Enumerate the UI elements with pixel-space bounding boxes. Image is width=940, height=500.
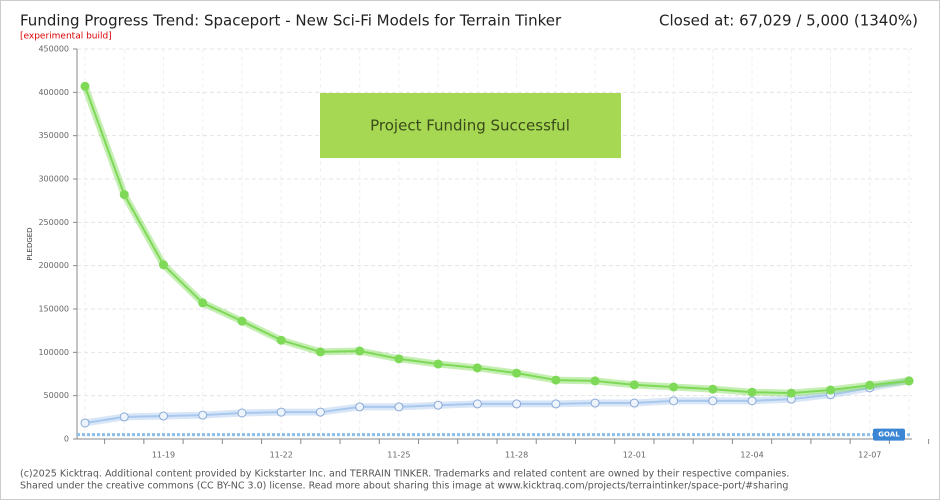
data-point — [80, 81, 90, 91]
series-line — [84, 85, 910, 395]
banner — [320, 93, 621, 158]
data-point — [394, 354, 404, 364]
data-point — [472, 363, 482, 373]
data-point — [708, 396, 718, 406]
y-tick-label: 0 — [64, 435, 69, 444]
banner-text: Project Funding Successful — [370, 117, 570, 135]
y-tick-label: 250000 — [38, 218, 69, 227]
data-point — [786, 388, 796, 398]
data-point — [315, 407, 325, 417]
data-point — [629, 380, 639, 390]
x-tick-label: 11-19 — [152, 451, 175, 460]
x-tick-label: 12-01 — [623, 451, 646, 460]
goal-label: GOAL — [878, 431, 900, 439]
data-point — [433, 400, 443, 410]
footer-line: (c)2025 Kicktraq. Additional content pro… — [20, 469, 789, 480]
data-point — [669, 382, 679, 392]
data-point — [472, 399, 482, 409]
data-point — [80, 418, 90, 428]
data-point — [865, 380, 875, 390]
data-point — [355, 402, 365, 412]
data-point — [237, 316, 247, 326]
x-tick-label: 11-22 — [270, 451, 293, 460]
data-point — [198, 410, 208, 420]
data-point — [590, 398, 600, 408]
data-point — [512, 368, 522, 378]
x-tick-label: 11-28 — [505, 451, 528, 460]
data-point — [237, 408, 247, 418]
footer-line: Shared under the creative commons (CC BY… — [20, 481, 788, 492]
y-tick-label: 200000 — [38, 261, 69, 270]
data-point — [394, 402, 404, 412]
y-tick-label: 400000 — [38, 88, 69, 97]
data-point — [119, 412, 129, 422]
data-point — [826, 385, 836, 395]
data-point — [433, 359, 443, 369]
data-point — [747, 387, 757, 397]
y-tick-label: 150000 — [38, 305, 69, 314]
data-point — [158, 260, 168, 270]
data-point — [904, 376, 914, 386]
data-point — [551, 375, 561, 385]
data-point — [276, 407, 286, 417]
data-point — [747, 396, 757, 406]
y-axis-label: PLEDGED — [26, 227, 34, 260]
data-point — [276, 335, 286, 345]
data-point — [315, 347, 325, 357]
data-point — [198, 298, 208, 308]
data-point — [512, 399, 522, 409]
x-tick-label: 12-07 — [858, 451, 881, 460]
data-point — [590, 376, 600, 386]
data-point — [629, 398, 639, 408]
chart-title: Funding Progress Trend: Spaceport - New … — [20, 12, 562, 30]
y-tick-label: 350000 — [38, 131, 69, 140]
y-tick-label: 300000 — [38, 175, 69, 184]
chart-subtitle: [experimental build] — [20, 32, 112, 42]
x-tick-label: 11-25 — [387, 451, 410, 460]
goal-badge — [873, 428, 905, 441]
data-point — [355, 346, 365, 356]
series-line — [84, 379, 910, 424]
y-tick-label: 450000 — [38, 45, 69, 54]
data-point — [119, 190, 129, 200]
y-tick-label: 50000 — [44, 391, 69, 400]
data-point — [158, 411, 168, 421]
status: Closed at: 67,029 / 5,000 (1340%) — [659, 12, 918, 30]
x-tick-label: 12-04 — [740, 451, 763, 460]
data-point — [669, 396, 679, 406]
data-point — [551, 399, 561, 409]
y-tick-label: 100000 — [38, 348, 69, 357]
data-point — [708, 384, 718, 394]
